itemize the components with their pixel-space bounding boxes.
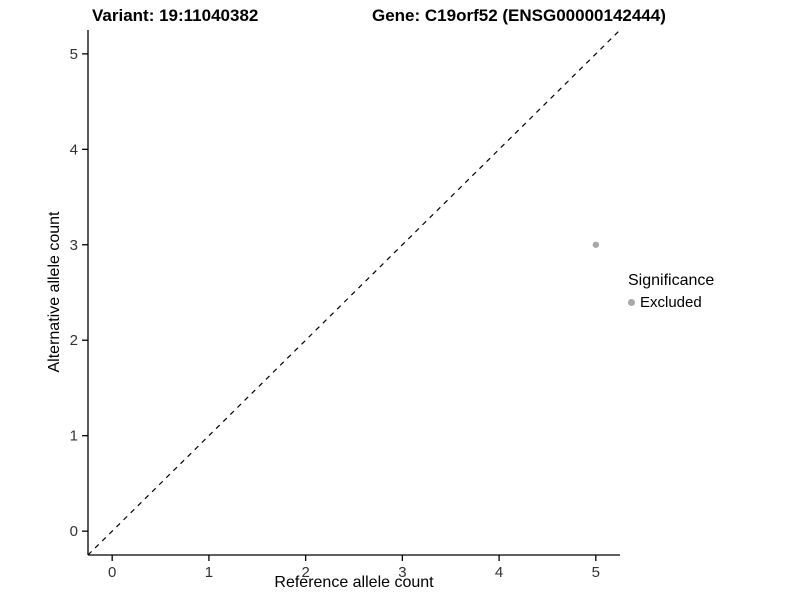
y-tick-label: 0 xyxy=(70,523,78,540)
x-tick-label: 3 xyxy=(398,564,406,581)
identity-line xyxy=(87,29,621,556)
x-tick-label: 1 xyxy=(205,564,213,581)
x-tick-label: 2 xyxy=(301,564,309,581)
x-tick-label: 5 xyxy=(592,564,600,581)
legend: Significance Excluded xyxy=(628,272,714,311)
x-tick-label: 0 xyxy=(108,564,116,581)
legend-entry-excluded: Excluded xyxy=(628,294,714,311)
y-tick-label: 3 xyxy=(70,237,78,254)
y-axis-title: Alternative allele count xyxy=(46,211,63,373)
y-tick-label: 1 xyxy=(70,428,78,445)
x-axis-title: Reference allele count xyxy=(274,574,434,591)
legend-title: Significance xyxy=(628,272,715,289)
y-tick-label: 4 xyxy=(70,141,78,158)
y-tick-label: 5 xyxy=(70,46,78,63)
data-point xyxy=(592,241,600,248)
plot-title-gene: Gene: C19orf52 (ENSG00000142444) xyxy=(372,6,666,25)
legend-entry-label: Excluded xyxy=(640,294,702,311)
excluded-point-icon xyxy=(628,299,635,306)
x-tick-label: 4 xyxy=(495,564,503,581)
plot-title-variant: Variant: 19:11040382 xyxy=(92,6,259,25)
y-tick-label: 2 xyxy=(70,332,78,349)
